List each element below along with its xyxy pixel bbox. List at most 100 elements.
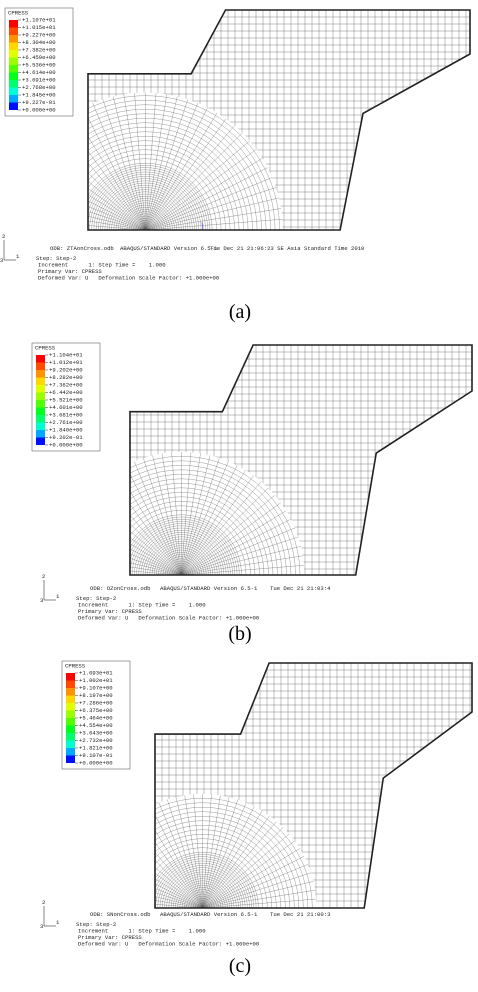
legend-swatch [36,363,45,371]
panel: CPRESS+1.107e+01+1.015e+01+9.227e+00+8.3… [0,8,470,368]
legend-swatch [36,438,45,446]
legend-label: +6.459e+00 [22,54,56,61]
legend-swatch [36,393,45,401]
triad-label: 2 [42,573,45,580]
legend-label: +1.093e+01 [79,669,113,676]
legend-label: +0.000e+00 [49,441,83,448]
legend-swatch [9,20,18,28]
legend-swatch [9,58,18,66]
legend-label: +4.614e+00 [22,69,56,76]
info-odb: ODB: ZTAonCross.odb [50,245,114,252]
legend-label: +9.107e-01 [79,752,113,759]
caption: (a) [229,301,251,323]
triad-label: 3 [40,597,43,604]
legend-swatch [9,103,18,111]
legend-swatch [36,400,45,408]
legend-swatch [9,35,18,43]
legend-label: +8.197e+00 [79,692,113,699]
legend-label: +1.002e+01 [79,677,113,684]
legend-label: +9.202e-01 [49,434,83,441]
legend-swatch [66,688,75,696]
legend-label: +4.554e+00 [79,722,113,729]
legend-swatch [36,430,45,438]
legend-swatch [9,65,18,73]
legend-title: CPRESS [35,344,56,351]
info-time: Tue Dec 21 21:00:3 [270,911,330,918]
info-version: ABAQUS/STANDARD Version 6.5-1 [160,911,258,918]
legend-label: +0.000e+00 [22,106,56,113]
legend-swatch [66,703,75,711]
legend-label: +1.845e+00 [22,91,56,98]
legend-swatch [66,748,75,756]
legend-label: +3.691e+00 [22,76,56,83]
triad-label: 1 [16,253,20,260]
legend-title: CPRESS [8,9,29,16]
legend-label: +5.464e+00 [79,714,113,721]
legend-label: +7.382e+00 [22,46,56,53]
triad-label: 3 [40,923,43,930]
mesh [58,345,472,698]
triad-label: 2 [2,233,5,240]
legend-swatch [66,733,75,741]
legend-label: +9.202e+00 [49,366,83,373]
figure: CPRESS+1.107e+01+1.015e+01+9.227e+00+8.3… [0,0,478,992]
legend-swatch [66,718,75,726]
info-version: ABAQUS/STANDARD Version 6.5-1 [120,245,218,252]
caption: (c) [229,955,251,977]
info-time: Tue Dec 21 21:06:23 SE Asia Standard Tim… [210,245,365,252]
legend-label: +1.821e+00 [79,744,113,751]
legend-label: +9.227e-01 [22,99,56,106]
info-odb: ODB: OZonCross.odb [90,585,150,592]
info-deformed: Deformed Var: U Deformation Scale Factor… [78,615,260,622]
legend-swatch [36,415,45,423]
info-version: ABAQUS/STANDARD Version 6.5-1 [160,585,258,592]
legend-label: +6.375e+00 [79,707,113,714]
legend-swatch [9,50,18,58]
legend-label: +5.536e+00 [22,61,56,68]
panel: CPRESS+1.104e+01+1.012e+01+9.202e+00+8.2… [32,343,472,698]
legend-label: +2.761e+00 [49,419,83,426]
legend-label: +6.442e+00 [49,389,83,396]
triad-label: 3 [0,257,3,264]
legend-label: +9.107e+00 [79,684,113,691]
legend-label: +7.286e+00 [79,699,113,706]
legend-swatch [36,408,45,416]
legend-label: +8.282e+00 [49,374,83,381]
legend-label: +4.601e+00 [49,404,83,411]
triad-label: 1 [56,593,60,600]
legend-label: +2.768e+00 [22,84,56,91]
legend-label: +7.362e+00 [49,381,83,388]
legend-swatch [66,726,75,734]
legend-swatch [36,370,45,378]
legend-title: CPRESS [65,662,86,669]
legend-label: +1.015e+01 [22,24,56,31]
panel: CPRESS+1.093e+01+1.002e+01+9.107e+00+8.1… [40,661,472,992]
legend-swatch [66,696,75,704]
legend-label: +3.681e+00 [49,411,83,418]
legend-label: +1.104e+01 [49,351,83,358]
legend-label: +8.304e+00 [22,39,56,46]
legend-swatch [9,43,18,51]
legend-label: +2.732e+00 [79,737,113,744]
info-odb: ODB: SNonCross.odb [90,911,150,918]
info-deformed: Deformed Var: U Deformation Scale Factor… [38,275,220,282]
legend-swatch [9,95,18,103]
legend-label: +1.012e+01 [49,359,83,366]
legend-swatch [36,385,45,393]
legend-label: +3.643e+00 [79,729,113,736]
legend-label: +1.840e+00 [49,426,83,433]
triad-label: 2 [42,899,45,906]
legend-swatch [36,423,45,431]
legend-label: +9.227e+00 [22,31,56,38]
legend-swatch [9,28,18,36]
legend-label: +5.521e+00 [49,396,83,403]
legend-swatch [66,681,75,689]
legend-swatch [66,741,75,749]
legend-label: +0.000e+00 [79,759,113,766]
info-deformed: Deformed Var: U Deformation Scale Factor… [78,941,260,948]
legend-swatch [36,378,45,386]
legend-swatch [66,673,75,681]
legend-swatch [9,73,18,81]
legend-swatch [9,80,18,88]
legend-swatch [66,711,75,719]
